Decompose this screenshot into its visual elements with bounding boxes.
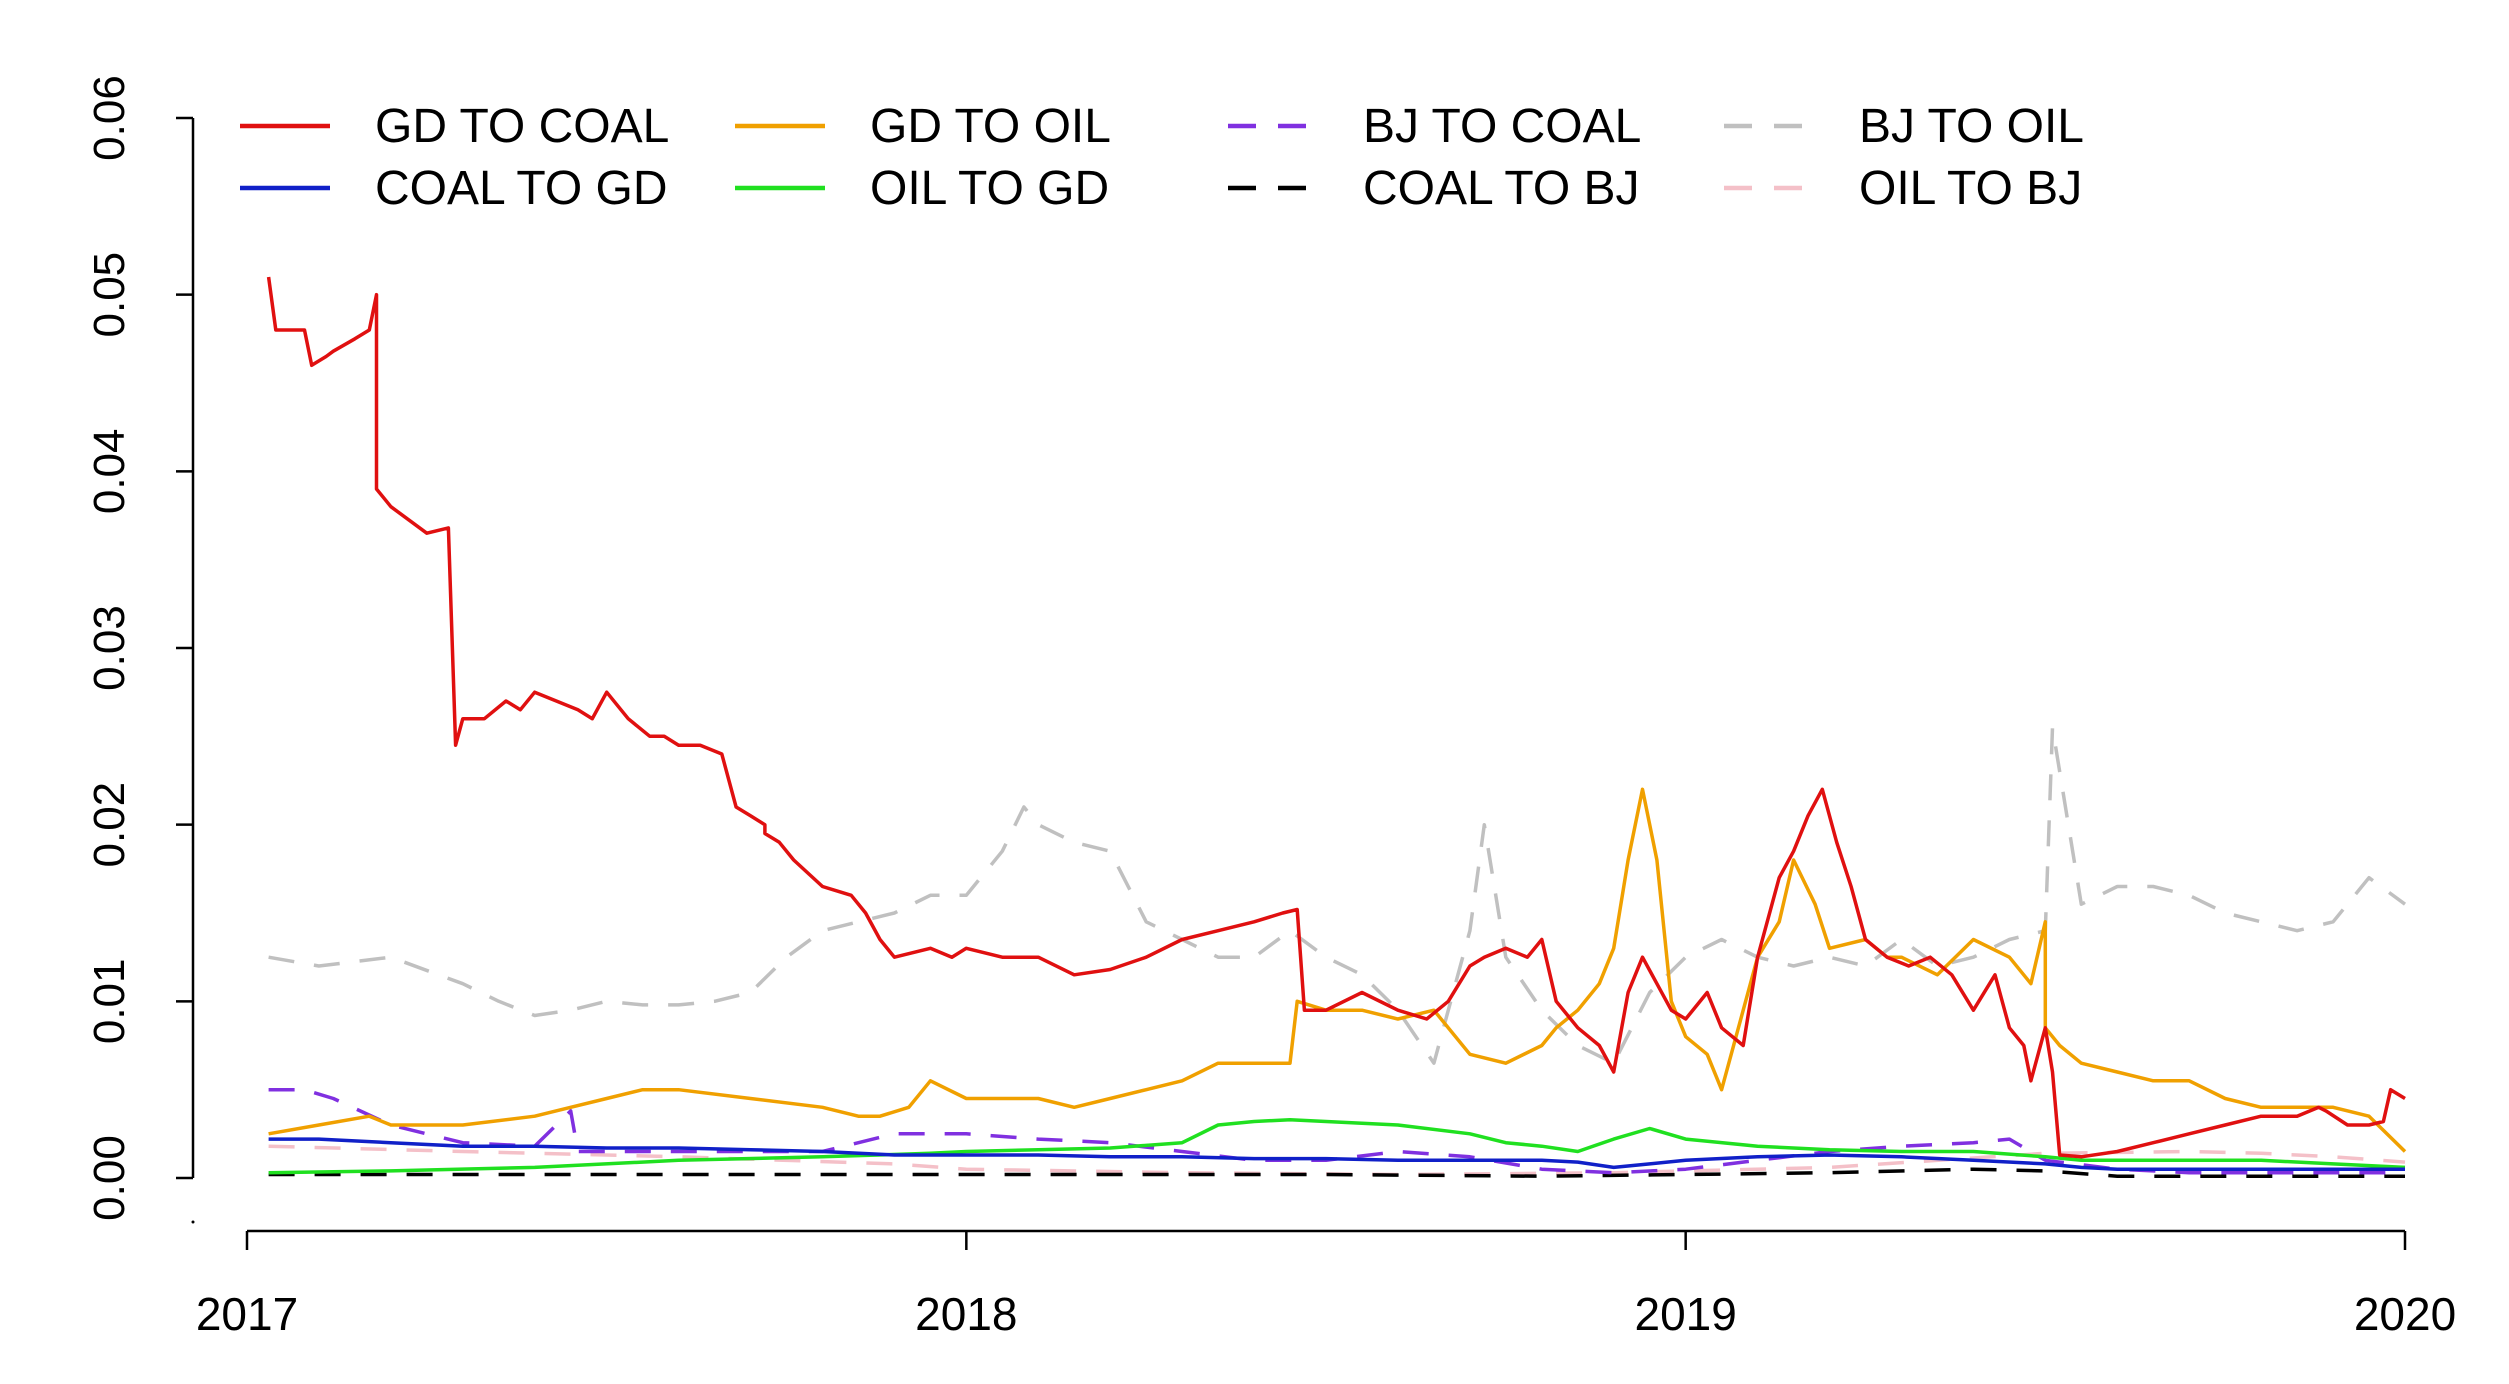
series-layer [266,276,2407,1178]
y-tick-label: 0.00 [85,1135,134,1221]
y-tick-label: 0.04 [85,429,134,515]
legend-label: BJ TO OIL [1859,100,2084,153]
x-tick-label: 2019 [1634,1288,1736,1340]
series-line-oil-to-gd [268,1117,2406,1175]
legend-label: GD TO COAL [375,100,669,153]
axis-dot [191,1220,195,1224]
legend-label: OIL TO BJ [1859,162,2082,215]
x-tick-label: 2017 [196,1288,298,1340]
y-tick-label: 0.03 [85,605,134,691]
legend: GD TO COAL COAL TO GD GD TO OIL OIL TO GD BJ… [240,100,2084,215]
x-tick-label: 2020 [2354,1288,2456,1340]
legend-label: COAL TO GD [375,162,668,215]
series-line-bj-to-oil [268,725,2407,1065]
series-line-coal-to-bj [268,1167,2405,1178]
series-line-gd-to-coal [266,276,2406,1159]
legend-label: OIL TO GD [870,162,1109,215]
y-tick-label: 0.05 [85,252,134,338]
series-line-bj-to-coal [268,1087,2405,1175]
y-tick-label: 0.06 [85,75,134,161]
y-axis: 0.00 0.01 0.02 0.03 0.04 0.05 0.06 [85,75,195,1224]
y-tick-label: 0.01 [85,959,134,1045]
x-tick-label: 2018 [915,1288,1017,1340]
y-tick-label: 0.02 [85,782,134,868]
series-line-oil-to-bj [268,1144,2406,1177]
series-line-coal-to-gd [268,1137,2405,1171]
legend-label: GD TO OIL [870,100,1111,153]
series-line-gd-to-oil [268,787,2407,1153]
x-axis: 2017 2018 2019 2020 [196,1229,2456,1340]
legend-label: BJ TO COAL [1363,100,1641,153]
legend-label: COAL TO BJ [1363,162,1640,215]
